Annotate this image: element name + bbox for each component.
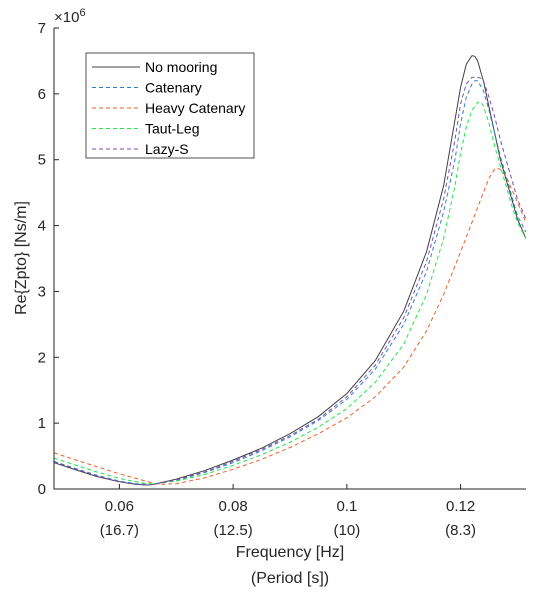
y-tick-label: 7	[38, 20, 46, 37]
y-axis-title: Re{Zpto} [Ns/m]	[13, 201, 30, 315]
series-line-no-mooring	[54, 55, 526, 486]
x-tick-label: 0.1	[336, 498, 357, 515]
legend-label-heavy-catenary: Heavy Catenary	[145, 100, 245, 116]
series-line-taut-leg	[54, 101, 526, 485]
x-tick-period-label: (12.5)	[214, 522, 253, 539]
x-axis-title: Frequency [Hz]	[236, 544, 344, 561]
x-tick-period-label: (8.3)	[445, 522, 476, 539]
x-ticks: 0.06 (16.7) 0.08 (12.5) 0.1 (10) 0.12 (8.3)	[100, 484, 476, 539]
legend-label-catenary: Catenary	[145, 80, 202, 96]
y-tick-label: 1	[38, 415, 46, 432]
legend-label-taut-leg: Taut-Leg	[145, 121, 199, 137]
x-tick-label: 0.12	[446, 498, 475, 515]
y-ticks: 0 1 2 3 4 5 6 7	[38, 20, 59, 498]
x-tick-period-label: (16.7)	[100, 522, 139, 539]
y-tick-label: 6	[38, 86, 46, 103]
y-tick-label: 4	[38, 218, 46, 235]
legend-label-lazy-s: Lazy-S	[145, 141, 189, 157]
series-line-heavy-catenary	[54, 167, 526, 485]
x-axis-subtitle: (Period [s])	[251, 570, 329, 587]
x-tick-label: 0.08	[219, 498, 248, 515]
x-tick-period-label: (10)	[334, 522, 361, 539]
y-tick-label: 3	[38, 283, 46, 300]
y-exponent-label: ×106	[54, 7, 86, 26]
y-tick-label: 0	[38, 481, 46, 498]
series-layer	[54, 55, 526, 486]
y-tick-label: 5	[38, 152, 46, 169]
y-tick-label: 2	[38, 349, 46, 366]
legend: No mooring Catenary Heavy Catenary Taut-Leg…	[85, 52, 255, 159]
legend-box	[85, 52, 255, 159]
x-tick-label: 0.06	[105, 498, 134, 515]
legend-label-no-mooring: No mooring	[145, 59, 217, 75]
